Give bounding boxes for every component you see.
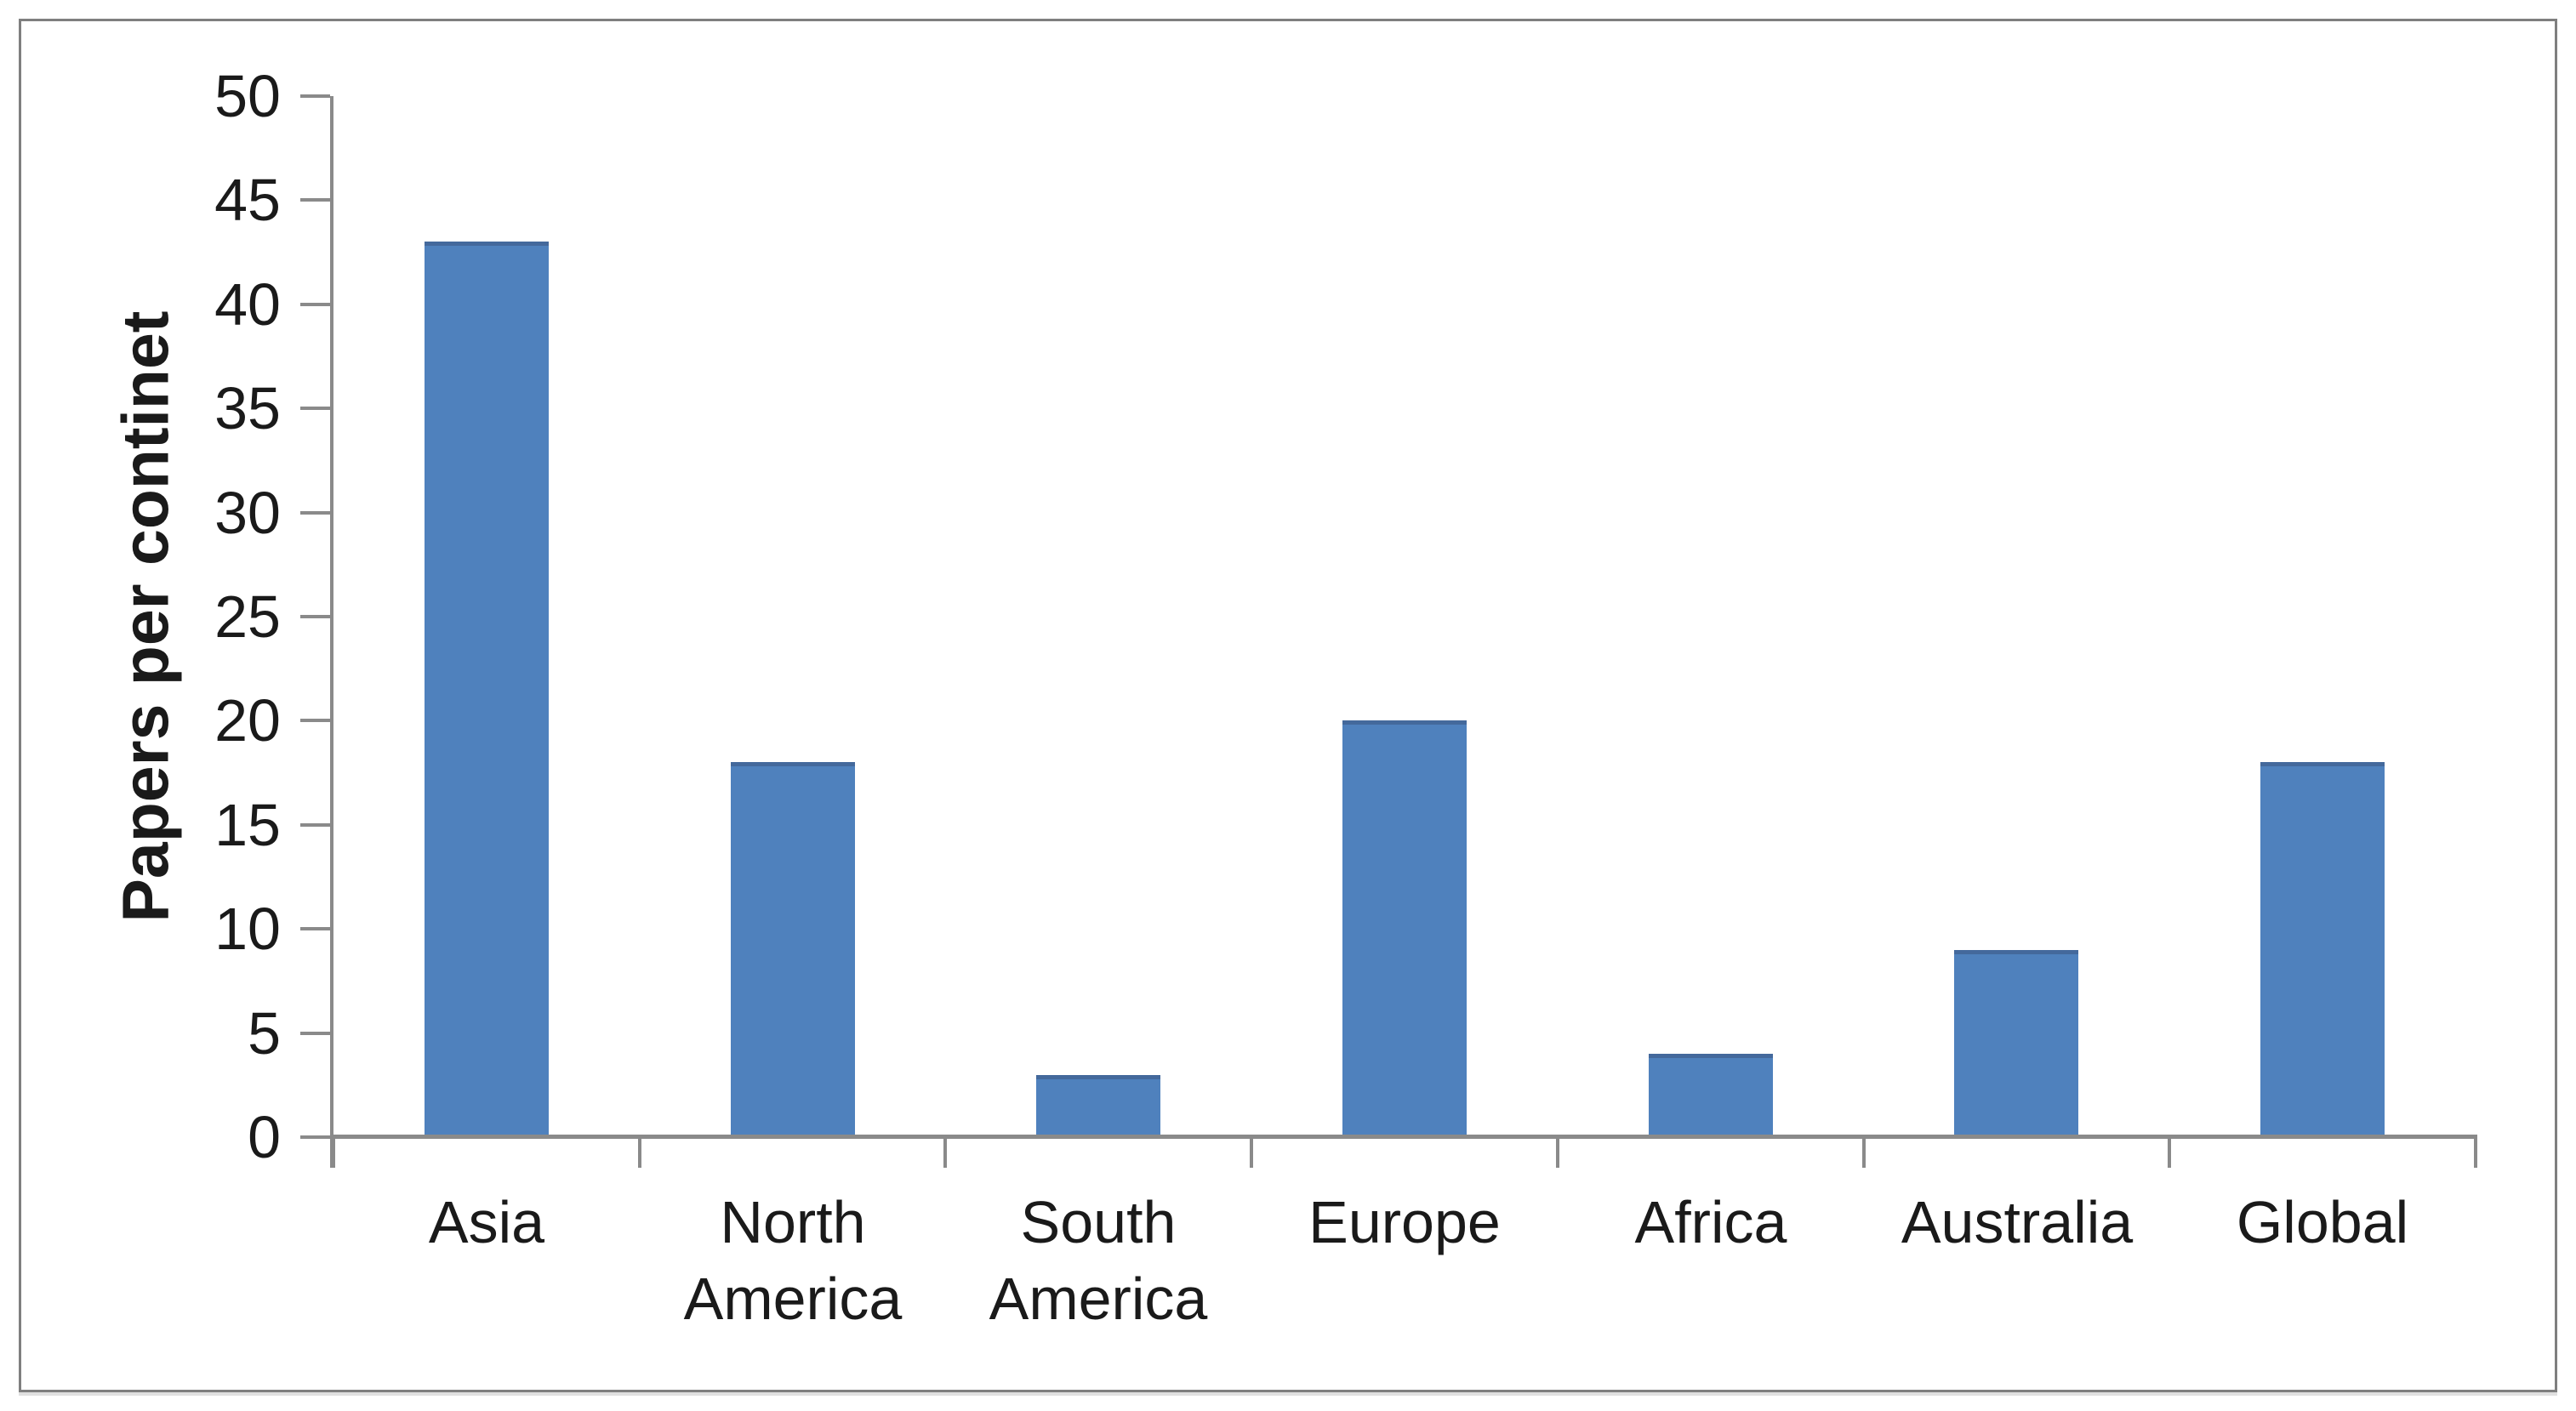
category-label-australia: Australia — [1901, 1189, 2134, 1255]
bar-global — [2260, 762, 2385, 1137]
y-tick-label-0: 0 — [248, 1104, 281, 1170]
bar-africa — [1649, 1054, 1773, 1137]
y-tick-label-20: 20 — [214, 687, 281, 754]
y-tick-label-40: 40 — [214, 271, 281, 338]
category-label-africa: Africa — [1634, 1189, 1787, 1255]
y-tick-label-45: 45 — [214, 167, 281, 233]
y-tick-label-30: 30 — [214, 480, 281, 546]
y-tick-35 — [300, 407, 330, 410]
bar-europe — [1342, 720, 1467, 1137]
y-tick-label-5: 5 — [248, 1000, 281, 1067]
y-axis-line — [330, 96, 333, 1168]
y-tick-45 — [300, 198, 330, 202]
y-tick-5 — [300, 1032, 330, 1035]
y-tick-20 — [300, 719, 330, 722]
x-tick-1 — [638, 1137, 641, 1168]
y-tick-50 — [300, 94, 330, 98]
x-tick-6 — [2168, 1137, 2171, 1168]
y-tick-label-15: 15 — [214, 792, 281, 858]
y-tick-30 — [300, 511, 330, 515]
y-tick-40 — [300, 303, 330, 306]
x-tick-2 — [943, 1137, 947, 1168]
y-tick-10 — [300, 927, 330, 930]
x-axis-line — [330, 1135, 2477, 1139]
x-tick-3 — [1250, 1137, 1253, 1168]
y-tick-label-10: 10 — [214, 896, 281, 962]
bar-south-america — [1036, 1075, 1160, 1137]
category-label-asia: Asia — [428, 1189, 545, 1255]
y-tick-0 — [300, 1135, 330, 1139]
category-label-europe: Europe — [1308, 1189, 1501, 1255]
x-tick-5 — [1862, 1137, 1866, 1168]
bar-australia — [1954, 950, 2078, 1137]
category-label-south-america: South America — [989, 1189, 1208, 1332]
x-tick-4 — [1556, 1137, 1559, 1168]
x-tick-7 — [2474, 1137, 2477, 1168]
y-tick-label-25: 25 — [214, 583, 281, 650]
category-label-global: Global — [2236, 1189, 2409, 1255]
y-tick-label-35: 35 — [214, 375, 281, 441]
category-label-north-america: North America — [683, 1189, 903, 1332]
y-tick-label-50: 50 — [214, 63, 281, 129]
y-tick-25 — [300, 615, 330, 618]
x-tick-0 — [332, 1137, 335, 1168]
bar-asia — [425, 242, 549, 1137]
y-tick-15 — [300, 823, 330, 827]
bar-north-america — [731, 762, 855, 1137]
